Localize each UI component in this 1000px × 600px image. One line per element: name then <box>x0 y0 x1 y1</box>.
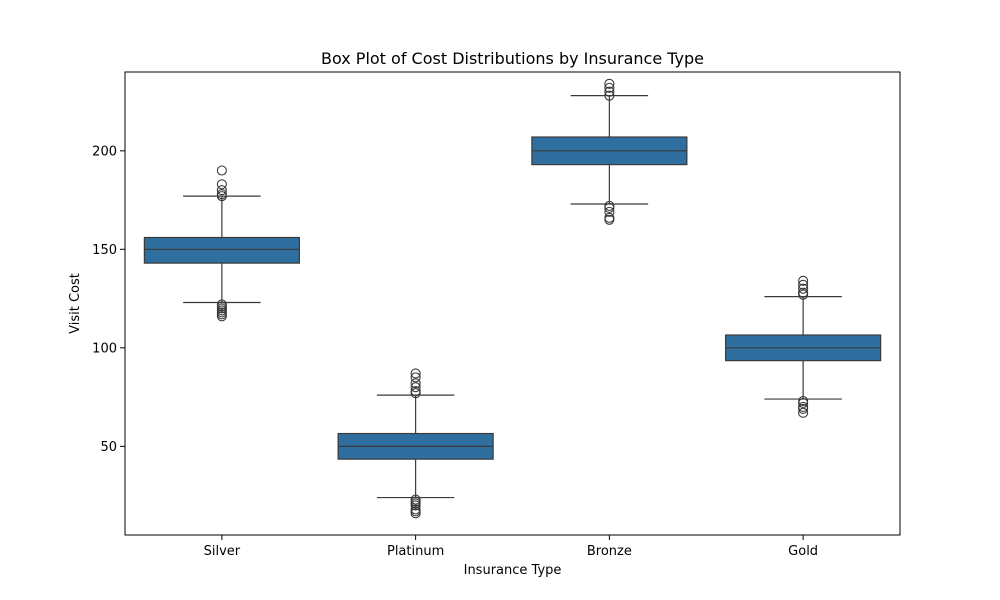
outlier-point <box>216 299 227 310</box>
outlier-point <box>604 206 615 217</box>
x-tick-label: Platinum <box>387 544 444 559</box>
outlier-point <box>410 382 421 393</box>
outlier-point <box>798 401 809 412</box>
outlier-point <box>604 90 615 101</box>
plot-frame <box>124 71 901 536</box>
outlier-point <box>798 283 809 294</box>
outlier-point <box>798 275 809 286</box>
outlier-point <box>216 189 227 200</box>
chart-title: Box Plot of Cost Distributions by Insura… <box>321 49 704 68</box>
x-tick-label: Silver <box>204 544 241 559</box>
outlier-point <box>604 212 615 223</box>
outlier-point <box>410 372 421 383</box>
y-tick-label: 50 <box>100 440 117 455</box>
outlier-point <box>216 165 227 176</box>
outlier-point <box>798 407 809 418</box>
outlier-point <box>216 185 227 196</box>
box-iqr <box>143 236 300 264</box>
outlier-point <box>410 378 421 389</box>
outlier-point <box>798 287 809 298</box>
x-tick-label: Bronze <box>587 544 632 559</box>
outlier-point <box>410 386 421 397</box>
box-group-gold <box>725 275 882 418</box>
y-axis-label: Visit Cost <box>68 273 83 334</box>
plot-area <box>143 78 882 519</box>
x-tick-label: Gold <box>788 544 818 559</box>
outlier-point <box>604 200 615 212</box>
outlier-point <box>604 82 615 93</box>
outlier-point <box>798 395 809 407</box>
y-tick-label: 100 <box>92 341 117 356</box>
box-group-bronze <box>531 78 688 225</box>
outlier-point <box>798 279 809 290</box>
outlier-point <box>604 86 615 97</box>
box-group-silver <box>143 165 300 322</box>
outlier-point <box>410 368 421 379</box>
box-group-platinum <box>337 368 494 519</box>
y-tick-label: 150 <box>92 243 117 258</box>
x-axis: Silver Platinum Bronze Gold <box>204 535 818 559</box>
x-axis-label: Insurance Type <box>464 563 562 578</box>
y-axis: 50 100 150 200 <box>92 144 125 455</box>
outlier-point <box>216 179 227 190</box>
y-tick-label: 200 <box>92 144 117 159</box>
outlier-point <box>604 78 615 89</box>
outlier-point <box>410 504 421 515</box>
outlier-point <box>410 494 421 505</box>
